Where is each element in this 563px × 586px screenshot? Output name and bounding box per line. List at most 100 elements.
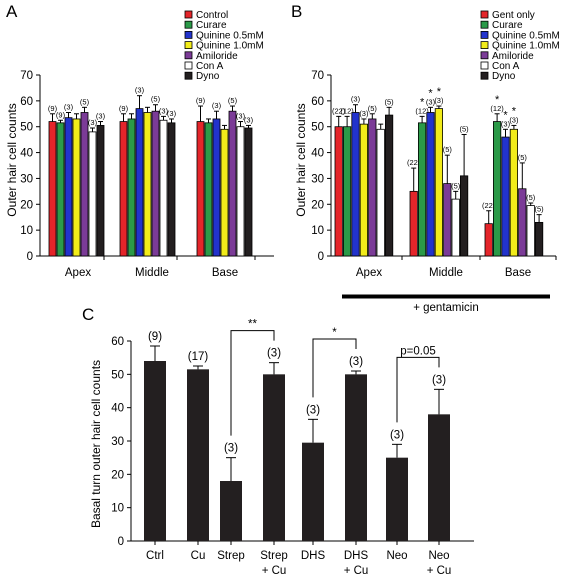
panel-a-legend-swatch-curare (184, 20, 193, 29)
panel-c-comparison-bracket (230, 330, 275, 436)
panel-b-bar-quinine-1-0mm-middle (434, 108, 444, 257)
panel-b-n-label: (3) (359, 109, 369, 118)
panel-b-legend-label-con-a: Con A (492, 61, 520, 72)
panel-b-bar-dyno-middle (459, 175, 469, 257)
panel-a-y-tick-label: 70 (20, 70, 33, 82)
panel-b-n-label: (22) (332, 106, 346, 115)
panel-c-category-dhs-line-1: DHS (301, 550, 326, 562)
panel-b-bar-con-a-middle (451, 198, 460, 257)
panel-b-n-label: (5) (451, 181, 461, 190)
panel-c-n-label: (17) (188, 351, 209, 363)
panel-a-n-label: (3) (244, 115, 254, 124)
panel-b-legend-label-amiloride: Amiloride (492, 51, 534, 62)
panel-b-significance-star: * (495, 94, 500, 106)
panel-c-bars: (9)(17)(3)(3)(3)(3)(3)(3)***p=0.05 (144, 319, 450, 541)
panel-c-n-label: (3) (267, 348, 281, 360)
panel-b-y-tick-label: 60 (311, 96, 324, 108)
panel-c-bar-strep-cu (263, 374, 285, 541)
panel-b-significance-star: * (428, 87, 433, 99)
panel-a-bar-control-base (196, 121, 205, 257)
panel-b-n-label: (3) (501, 119, 511, 128)
panel-b-n-label: (12) (415, 106, 429, 115)
panel-c-bar-dhs-cu (345, 374, 367, 541)
panel-b-bar-quinine-1-0mm-apex (359, 123, 369, 257)
panel-a-bar-con-a-base (236, 126, 245, 257)
panel-c-comparison-label: ** (248, 319, 257, 331)
panel-b-legend-swatch-curare (480, 20, 489, 29)
panel-b-legend-label-quinine-1-0mm: Quinine 1.0mM (492, 41, 560, 52)
panel-a-bar-curare-apex (56, 122, 65, 257)
panel-a-legend-label-con-a: Con A (196, 61, 224, 72)
panel-b-bars: (22)(12)(3)(3)(5)(5)(22)(12)* (3)*(3)*(5)… (332, 86, 544, 257)
panel-c-n-label: (3) (306, 404, 320, 416)
panel-b-bar-dyno-apex (384, 114, 394, 257)
panel-c-comparison-label: p=0.05 (400, 345, 436, 357)
panel-c-n-label: (3) (224, 443, 238, 455)
panel-a-legend-swatch-quinine-1-0mm (184, 41, 193, 49)
panel-c-y-tick-label: 60 (111, 336, 124, 348)
panel-c-y-tick-label: 40 (111, 403, 124, 415)
panel-c-y-tick-label: 0 (118, 536, 124, 548)
panel-a-legend-swatch-con-a (184, 61, 193, 70)
panel-b-bar-quinine-0-5mm-base (501, 136, 510, 257)
panel-c-bar-dhs (302, 442, 324, 541)
panel-b-n-label: (5) (526, 193, 536, 202)
panel-a-n-label: (9) (196, 96, 206, 105)
panel-b-axes: 0 10 20 30 40 50 60 70 Outer hair cell counts Ape… (294, 70, 557, 279)
panel-a-bar-dyno-base (244, 127, 253, 257)
panel-b-n-label: (12) (340, 106, 354, 115)
panel-a-letter: A (6, 2, 18, 21)
panel-a-n-label: (3) (96, 112, 106, 121)
panel-a-bar-con-a-apex (88, 131, 97, 257)
panel-b-bar-quinine-1-0mm-base (509, 128, 519, 257)
panel-c-category-dhs-cu-line-2: + Cu (344, 565, 369, 577)
panel-c-n-label: (3) (432, 374, 446, 386)
panel-b-bar-gent-only-middle (409, 190, 418, 257)
panel-b-legend-swatch-dyno (480, 71, 489, 80)
panel-b-legend-label-quinine-0-5mm: Quinine 0.5mM (492, 30, 560, 41)
panel-b-bar-curare-apex (342, 126, 352, 257)
panel-a-bar-dyno-middle (167, 122, 176, 257)
panel-b-y-tick-label: 10 (311, 225, 324, 237)
panel-a-bar-con-a-middle (159, 119, 168, 257)
panel-c-category-strep-line-1: Strep (217, 550, 245, 562)
panel-b-legend-label-curare: Curare (492, 20, 523, 31)
panel-a-n-label: (3) (236, 112, 246, 121)
panel-a-legend-label-quinine-0-5mm: Quinine 0.5mM (196, 30, 264, 41)
panel-b-y-tick-label: 50 (311, 122, 324, 134)
panel-a-bar-quinine-0-5mm-apex (64, 117, 73, 257)
panel-b-n-label: (3) (509, 115, 519, 124)
panel-a-category-middle: Middle (135, 267, 169, 279)
panel-c-category-ctrl-line-1: Ctrl (146, 550, 164, 562)
panel-c-y-axis-title: Basal turn outer hair cell counts (89, 360, 103, 528)
panel-a-y-tick-label: 30 (20, 173, 33, 185)
panel-b-n-label: (12) (490, 104, 504, 113)
panel-b-bar-curare-base (492, 121, 502, 257)
panel-c-category-dhs-cu-line-1: DHS (344, 550, 369, 562)
panel-a-bar-quinine-1-0mm-base (220, 128, 229, 257)
panel-a-y-tick-label: 20 (20, 199, 33, 211)
panel-a-n-label: (3) (159, 106, 169, 115)
panel-a-n-label: (5) (228, 96, 238, 105)
panel-b-significance-star: * (512, 105, 517, 117)
panel-a-n-label: (9) (48, 104, 58, 113)
panel-b-legend-swatch-amiloride (480, 51, 489, 60)
panel-c-bar-strep (220, 481, 242, 541)
panel-c-category-neo-cu-line-2: + Cu (427, 565, 452, 577)
panel-a: A 0 10 20 30 40 50 60 70 Outer hair cell counts A… (5, 2, 274, 279)
panel-c-category-cu-line-1: Cu (191, 550, 206, 562)
panel-b-significance-star: * (503, 109, 508, 121)
panel-a-n-label: (3) (88, 118, 98, 127)
panel-a-legend-label-quinine-1-0mm: Quinine 1.0mM (196, 41, 264, 52)
panel-b-n-label: (5) (385, 97, 395, 106)
panel-b-significance-star: * (420, 96, 425, 108)
panel-b-y-axis-title: Outer hair cell counts (294, 103, 308, 216)
panel-a-n-label: (3) (167, 109, 177, 118)
panel-b-y-tick-label: 0 (318, 251, 324, 263)
panel-c-letter: C (82, 305, 94, 324)
gentamicin-label: + gentamicin (413, 302, 479, 314)
panel-a-n-label: (3) (135, 86, 145, 95)
panel-a-bar-quinine-0-5mm-base (212, 118, 221, 257)
panel-b-legend-swatch-gent-only (480, 10, 489, 19)
